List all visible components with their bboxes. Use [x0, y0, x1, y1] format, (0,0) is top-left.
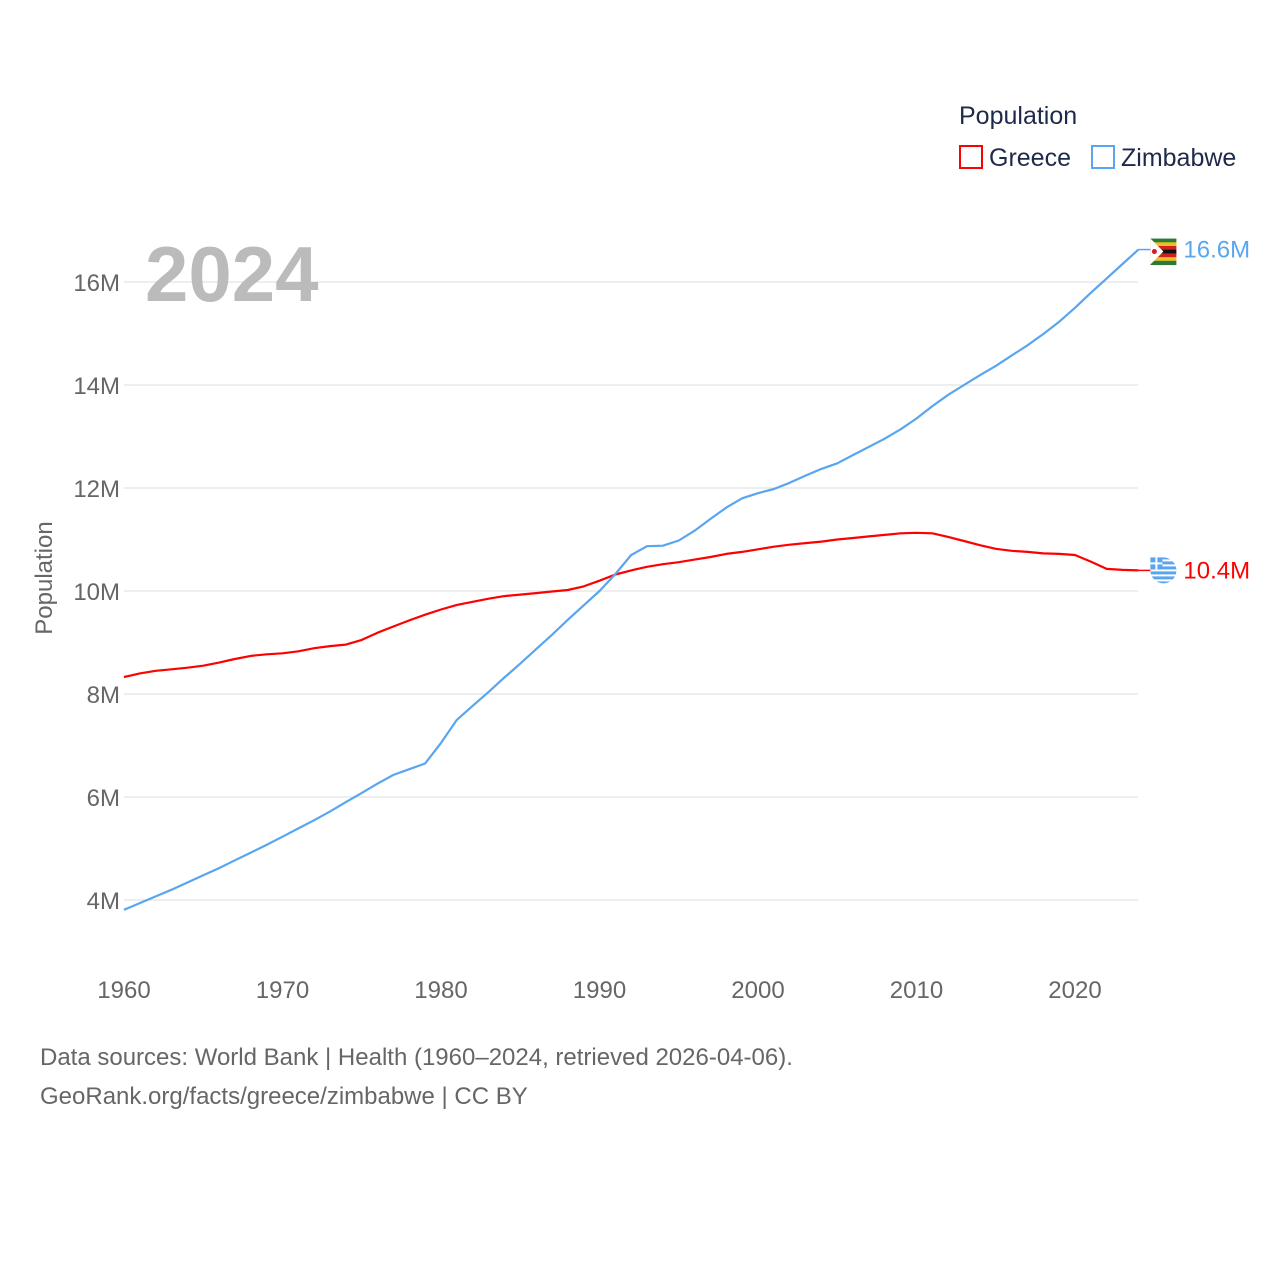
flag-stripe: [1150, 260, 1177, 266]
flag-stripe: [1150, 253, 1177, 258]
series-line-zimbabwe: [123, 248, 1140, 911]
x-tick-label: 2000: [731, 977, 784, 1004]
x-tick-label: 1960: [97, 977, 150, 1004]
legend-item-zimbabwe[interactable]: Zimbabwe: [1091, 144, 1236, 172]
legend-swatch-zimbabwe: [1091, 145, 1115, 169]
y-tick-label: 8M: [87, 682, 120, 709]
footer-sources: Data sources: World Bank | Health (1960–…: [40, 1044, 793, 1071]
y-tick-label: 12M: [73, 476, 120, 503]
x-tick-label: 1990: [573, 977, 626, 1004]
flag-cross: [1150, 562, 1163, 565]
legend: Population Greece Zimbabwe: [959, 102, 1236, 172]
legend-title: Population: [959, 102, 1077, 130]
y-tick-label: 4M: [87, 888, 120, 915]
legend-swatch-greece: [959, 145, 983, 169]
flag-stripe: [1150, 242, 1177, 247]
end-value-label-greece: 10.4M: [1183, 557, 1250, 584]
legend-label-zimbabwe: Zimbabwe: [1121, 144, 1236, 172]
flag-stripe: [1150, 257, 1177, 262]
y-axis-ticks: 4M 6M 8M 10M 12M 14M 16M: [73, 270, 120, 915]
y-tick-label: 16M: [73, 270, 120, 297]
y-axis-label: Population: [31, 521, 58, 634]
x-tick-label: 2020: [1048, 977, 1101, 1004]
gridlines: [124, 281, 1138, 901]
flag-stripe: [1150, 559, 1177, 562]
y-tick-label: 6M: [87, 785, 120, 812]
x-axis-ticks: 1960 1970 1980 1990 2000 2010 2020: [97, 977, 1101, 1004]
flag-stripe: [1150, 569, 1177, 572]
series-line-greece: [123, 531, 1139, 679]
greece-flag-icon: [1150, 557, 1177, 584]
zimbabwe-flag-icon: [1150, 238, 1177, 266]
footer-credit[interactable]: GeoRank.org/facts/greece/zimbabwe | CC B…: [40, 1083, 528, 1110]
year-label: 2024: [145, 230, 319, 318]
y-tick-label: 10M: [73, 579, 120, 606]
x-tick-label: 1970: [256, 977, 309, 1004]
flag-stripe: [1150, 574, 1177, 577]
y-tick-label: 14M: [73, 373, 120, 400]
flag-stripe: [1150, 579, 1177, 582]
flag-stripe: [1150, 238, 1177, 243]
end-value-label-zimbabwe: 16.6M: [1183, 237, 1250, 264]
flag-stripe: [1150, 564, 1177, 567]
flag-star: [1151, 249, 1157, 255]
legend-label-greece: Greece: [989, 144, 1071, 172]
x-tick-label: 1980: [414, 977, 467, 1004]
series-lines: 10.4M 16.6M: [123, 237, 1250, 911]
flag-stripe: [1150, 249, 1177, 254]
flag-stripe: [1150, 245, 1177, 251]
legend-item-greece[interactable]: Greece: [959, 144, 1071, 172]
x-tick-label: 2010: [890, 977, 943, 1004]
